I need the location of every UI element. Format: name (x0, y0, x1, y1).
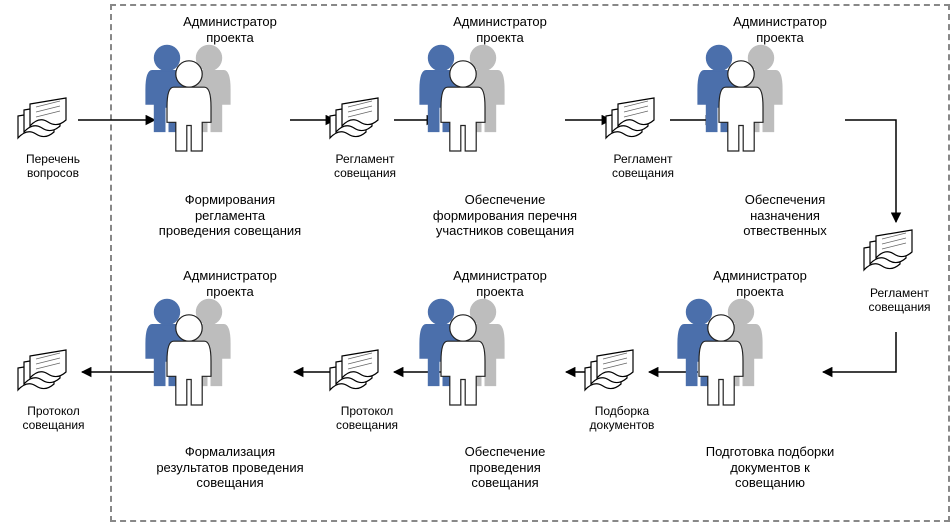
document-label: Регламентсовещания (852, 286, 947, 315)
flow-arrow (823, 332, 896, 372)
administrator-icon (420, 299, 504, 405)
role-label: Администраторпроекта (680, 268, 840, 299)
role-label: Администраторпроекта (700, 14, 860, 45)
role-label: Администраторпроекта (150, 268, 310, 299)
document-label: Переченьвопросов (8, 152, 98, 181)
document-stack-icon (18, 350, 66, 390)
step-label: Подготовка подборкидокументов ксовещанию (670, 444, 870, 491)
document-label: Регламентсовещания (315, 152, 415, 181)
administrator-icon (146, 299, 230, 405)
role-label: Администраторпроекта (150, 14, 310, 45)
step-label: Обеспеченияназначенияотвественных (700, 192, 870, 239)
document-stack-icon (606, 98, 654, 138)
administrator-icon (420, 45, 504, 151)
document-stack-icon (18, 98, 66, 138)
role-label: Администраторпроекта (420, 14, 580, 45)
step-label: Обеспечениеформирования перечняучастнико… (405, 192, 605, 239)
administrator-icon (678, 299, 762, 405)
step-label: Формализациярезультатов проведениясовеща… (130, 444, 330, 491)
administrator-icon (146, 45, 230, 151)
step-label: Обеспечениепроведениясовещания (420, 444, 590, 491)
document-stack-icon (585, 350, 633, 390)
role-label: Администраторпроекта (420, 268, 580, 299)
document-stack-icon (864, 230, 912, 270)
document-stack-icon (330, 350, 378, 390)
document-label: Подборкадокументов (572, 404, 672, 433)
document-stack-icon (330, 98, 378, 138)
step-label: Формированиярегламентапроведения совещан… (130, 192, 330, 239)
document-label: Протоколсовещания (317, 404, 417, 433)
document-label: Протоколсовещания (6, 404, 101, 433)
document-label: Регламентсовещания (593, 152, 693, 181)
administrator-icon (698, 45, 782, 151)
